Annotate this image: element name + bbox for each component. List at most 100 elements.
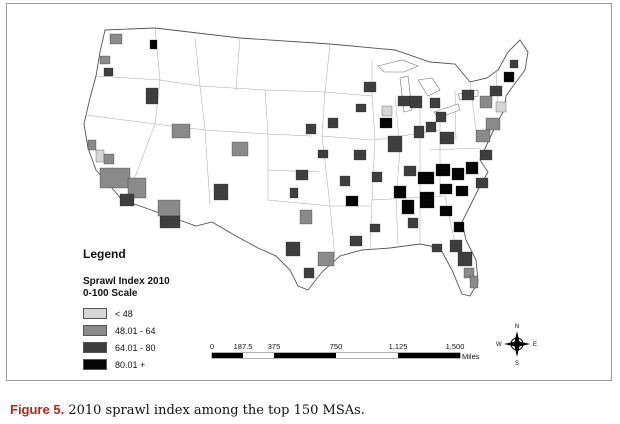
- metro-area: [99, 167, 131, 189]
- metro-area: [439, 205, 453, 217]
- metro-area: [495, 101, 507, 113]
- metro-area: [213, 183, 229, 201]
- legend-item-label: 48.01 - 64: [115, 325, 156, 336]
- metro-area: [295, 169, 309, 181]
- metro-area: [503, 71, 515, 83]
- metro-area: [145, 87, 159, 105]
- metro-area: [381, 105, 393, 117]
- metro-area: [435, 163, 451, 177]
- legend-swatch: [83, 342, 107, 353]
- metro-area: [369, 223, 381, 233]
- scale-unit: Miles: [462, 352, 480, 361]
- metro-area: [171, 123, 191, 139]
- metro-area: [475, 129, 491, 143]
- metro-area: [157, 199, 181, 217]
- metro-area: [439, 183, 453, 195]
- compass-w: W: [496, 342, 502, 348]
- metro-area: [407, 217, 419, 229]
- metro-area: [317, 251, 335, 267]
- metro-area: [463, 267, 475, 279]
- metro-area: [401, 199, 415, 215]
- metro-area: [159, 215, 181, 229]
- us-outline: [83, 27, 529, 297]
- metro-area: [303, 267, 315, 279]
- legend-scale-label: 0-100 Scale: [83, 288, 138, 299]
- scale-tick-label: 0: [210, 342, 214, 351]
- metro-area: [87, 139, 97, 151]
- legend-subtitle: Sprawl Index 2010: [83, 276, 170, 287]
- metro-area: [127, 177, 147, 199]
- legend-swatch: [83, 325, 107, 336]
- metro-area: [449, 239, 463, 253]
- metro-area: [469, 275, 479, 289]
- legend-item: < 48: [83, 305, 170, 322]
- metro-area: [457, 251, 473, 267]
- metro-area: [413, 125, 425, 139]
- legend-item-label: < 48: [115, 308, 133, 319]
- metro-area: [285, 241, 301, 257]
- metro-area: [461, 89, 475, 101]
- scale-tick-label: 1,500: [446, 342, 465, 351]
- compass-rose-icon: N S E W: [496, 324, 537, 367]
- metro-area: [485, 117, 501, 131]
- metro-area: [509, 59, 519, 69]
- metro-area: [409, 95, 423, 109]
- metro-area: [453, 221, 465, 233]
- legend-item-label: 64.01 - 80: [115, 342, 156, 353]
- legend: Legend Sprawl Index 2010 0-100 Scale < 4…: [83, 247, 170, 373]
- compass-n: N: [515, 324, 519, 330]
- metro-area: [371, 171, 383, 183]
- metro-area: [417, 171, 435, 185]
- metro-area: [119, 193, 135, 207]
- metro-areas: [87, 33, 519, 289]
- metro-area: [231, 141, 249, 157]
- metro-area: [465, 161, 479, 175]
- metro-area: [317, 149, 329, 159]
- metro-area: [439, 131, 455, 145]
- metro-area: [289, 187, 299, 199]
- metro-area: [345, 195, 359, 207]
- metro-area: [305, 123, 317, 135]
- metro-area: [353, 149, 367, 161]
- metro-area: [479, 95, 493, 109]
- metro-area: [451, 167, 465, 181]
- metro-area: [379, 117, 393, 129]
- metro-area: [425, 121, 437, 133]
- metro-area: [363, 81, 377, 93]
- compass-e: E: [533, 342, 537, 348]
- caption-label: Figure 5.: [10, 402, 65, 417]
- legend-item-label: 80.01 +: [115, 359, 146, 370]
- metro-area: [349, 235, 363, 247]
- metro-area: [393, 185, 407, 199]
- scale-tick-label: 750: [330, 342, 343, 351]
- metro-area: [99, 55, 111, 65]
- scale-tick-label: 187.5: [234, 342, 253, 351]
- metro-area: [479, 149, 493, 161]
- metro-area: [419, 191, 435, 209]
- legend-item: 80.01 +: [83, 356, 170, 373]
- scale-bar: 0 187.5 375 750 1,125 1,500 Miles: [210, 342, 480, 361]
- metro-area: [327, 117, 339, 129]
- metro-area: [339, 175, 351, 187]
- legend-item: 64.01 - 80: [83, 339, 170, 356]
- metro-area: [387, 135, 403, 153]
- legend-swatch: [83, 359, 107, 370]
- figure-caption: Figure 5. 2010 sprawl index among the to…: [10, 402, 365, 418]
- metro-area: [95, 149, 105, 163]
- caption-text: 2010 sprawl index among the top 150 MSAs…: [64, 403, 365, 418]
- metro-area: [397, 95, 411, 107]
- metro-area: [103, 153, 115, 165]
- metro-area: [403, 165, 417, 177]
- scale-tick-label: 375: [268, 342, 281, 351]
- metro-area: [299, 209, 313, 225]
- metro-area: [149, 39, 158, 50]
- compass-s: S: [515, 361, 519, 367]
- scale-tick-label: 1,125: [389, 342, 408, 351]
- state-borders: [85, 27, 499, 259]
- metro-area: [435, 111, 447, 123]
- legend-item: 48.01 - 64: [83, 322, 170, 339]
- metro-area: [475, 177, 489, 189]
- metro-area: [455, 185, 469, 197]
- metro-area: [431, 243, 443, 253]
- metro-area: [103, 67, 114, 77]
